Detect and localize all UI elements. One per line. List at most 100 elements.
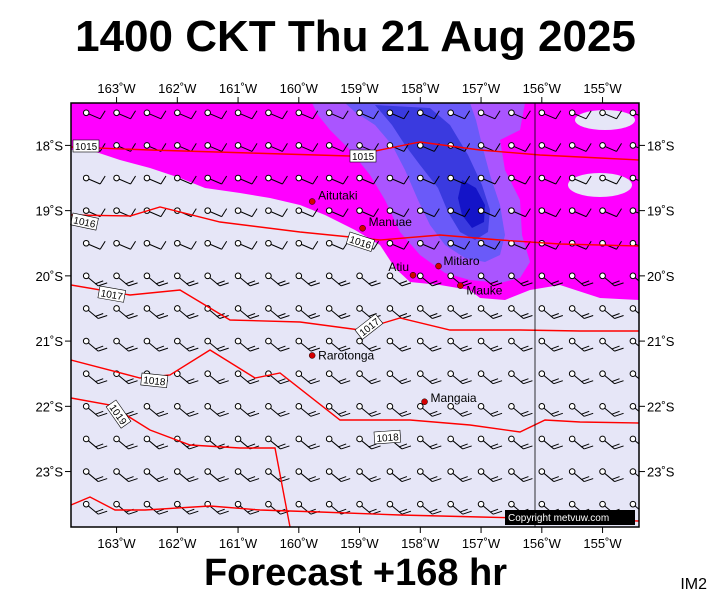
- wind-barb: [113, 370, 138, 385]
- lon-label-bottom: 162˚W: [158, 536, 197, 551]
- wind-barb: [386, 109, 410, 120]
- wind-barb: [265, 109, 288, 120]
- wind-barb: [356, 435, 381, 450]
- wind-barb: [204, 239, 228, 250]
- wind-barb: [447, 435, 472, 450]
- wind-barb: [265, 142, 288, 152]
- place-label: Atiu: [388, 260, 409, 274]
- wind-barb: [447, 174, 471, 185]
- wind-barb: [204, 142, 228, 152]
- wind-barb: [629, 174, 639, 182]
- wind-barb: [386, 174, 410, 185]
- lat-label-left: 20˚S: [36, 269, 64, 284]
- map-frame: [70, 102, 640, 528]
- wind-barb: [447, 500, 472, 515]
- place-marker: [308, 352, 316, 359]
- wind-barb: [629, 142, 639, 149]
- wind-barb: [295, 468, 320, 483]
- wind-barb: [568, 142, 592, 152]
- wind-barb: [174, 500, 199, 515]
- wind-barb: [386, 337, 412, 352]
- wind-barb: [508, 403, 533, 417]
- wind-barb: [508, 142, 531, 152]
- wind-barb: [477, 305, 503, 319]
- place-marker: [457, 282, 464, 289]
- wind-barb: [447, 109, 471, 120]
- wind-barb: [477, 468, 503, 483]
- wind-barb: [204, 403, 229, 417]
- wind-barb: [204, 500, 229, 515]
- place-marker: [308, 198, 316, 205]
- wind-barb: [204, 468, 229, 483]
- place-label: Mitiaro: [444, 254, 480, 268]
- wind-barb: [538, 370, 563, 385]
- lon-label-bottom: 156˚W: [523, 536, 562, 551]
- isobar-1018: [71, 349, 639, 433]
- wind-barb: [447, 468, 472, 483]
- wind-barb: [143, 109, 167, 120]
- wind-barb: [356, 207, 379, 218]
- wind-barb: [265, 435, 290, 450]
- wind-barb: [82, 500, 108, 515]
- wind-barb: [143, 337, 169, 352]
- wind-barb: [174, 142, 197, 152]
- place-marker: [409, 271, 417, 279]
- wind-barb: [356, 109, 379, 120]
- isobar-label: 1017: [97, 285, 126, 303]
- wind-barb: [295, 207, 319, 218]
- lat-label-left: 19˚S: [36, 204, 64, 219]
- wind-barb: [265, 468, 290, 483]
- wind-barb: [447, 239, 471, 250]
- wind-barb: [386, 403, 412, 417]
- wind-barb: [447, 403, 472, 417]
- wind-barb: [599, 174, 622, 185]
- wind-barb: [356, 174, 379, 185]
- lon-label-bottom: 158˚W: [401, 536, 440, 551]
- wind-barb: [417, 403, 442, 417]
- wind-barb: [174, 272, 199, 287]
- wind-barb: [234, 403, 260, 417]
- wind-barb: [447, 337, 472, 352]
- wind-barb: [568, 435, 594, 450]
- wind-barb: [599, 370, 624, 385]
- lon-label-bottom: 155˚W: [583, 536, 622, 551]
- lat-label-left: 21˚S: [36, 334, 64, 349]
- svg-text:1016: 1016: [72, 215, 96, 230]
- wind-barb: [113, 468, 138, 483]
- lon-label-top: 161˚W: [219, 81, 258, 96]
- wind-barb: [508, 207, 531, 218]
- lat-label-right: 22˚S: [647, 399, 675, 414]
- wind-barb: [386, 207, 410, 218]
- place-label: Manuae: [369, 215, 413, 229]
- wind-barb: [143, 239, 167, 250]
- wind-barb: [204, 109, 228, 120]
- lon-label-top: 155˚W: [583, 81, 622, 96]
- isobar-1015: [71, 141, 639, 161]
- copyright-box: Copyright metvuw.com: [505, 510, 635, 525]
- wind-barb: [82, 109, 106, 120]
- wind-barb: [295, 305, 320, 319]
- wind-barb: [477, 207, 501, 218]
- wind-barb: [234, 109, 258, 120]
- lon-label-top: 163˚W: [97, 81, 136, 96]
- wind-barb: [417, 468, 442, 483]
- wind-barb: [417, 109, 440, 120]
- wind-barb: [568, 109, 592, 120]
- wind-barb: [325, 435, 351, 450]
- wind-barb: [325, 142, 349, 152]
- wind-barb: [325, 305, 351, 319]
- svg-text:1018: 1018: [376, 432, 399, 445]
- wind-barb: [325, 337, 351, 352]
- wind-barb: [629, 337, 639, 347]
- wind-barb: [143, 435, 169, 450]
- wind-barb: [325, 272, 351, 287]
- wind-barb: [538, 272, 563, 287]
- lon-label-top: 156˚W: [523, 81, 562, 96]
- wind-barb: [82, 370, 108, 385]
- wind-barb: [477, 435, 503, 450]
- lat-label-right: 19˚S: [647, 204, 675, 219]
- lon-label-bottom: 163˚W: [97, 536, 136, 551]
- wind-barb: [386, 370, 412, 385]
- wind-barb: [265, 305, 290, 319]
- wind-barb: [386, 500, 412, 515]
